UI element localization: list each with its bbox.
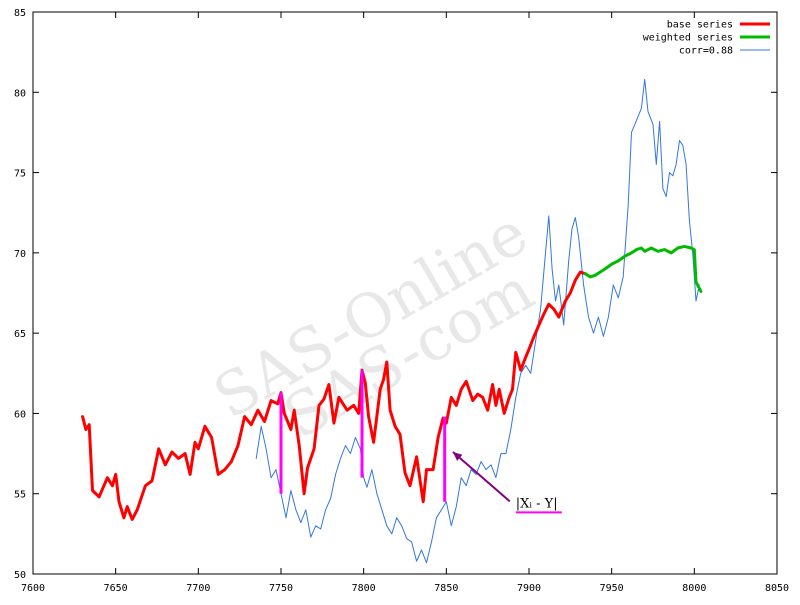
- annotation: |Xᵢ - Y|: [452, 451, 562, 514]
- y-tick-label: 65: [14, 329, 26, 340]
- plot-frame: [32, 11, 778, 575]
- x-tick-label: 7700: [186, 583, 210, 594]
- x-axis: 7600 7650 7700 7750 7800 7850 7900 7950 8000 8050: [21, 12, 789, 594]
- x-tick-label: 7650: [104, 583, 128, 594]
- series-line-1: [583, 244, 703, 293]
- legend-label-0: base series: [667, 20, 733, 31]
- y-tick-label: 75: [14, 169, 26, 180]
- legend: base series weighted series corr=0.88: [643, 20, 770, 57]
- y-tick-label: 70: [14, 249, 26, 260]
- y-tick-label: 60: [14, 409, 26, 420]
- legend-label-1: weighted series: [643, 33, 733, 44]
- y-tick-label: 50: [14, 570, 26, 581]
- annotation-arrow-head: [452, 451, 463, 461]
- x-tick-label: 7950: [600, 583, 624, 594]
- x-tick-label: 7900: [517, 583, 541, 594]
- legend-label-2: corr=0.88: [679, 46, 733, 57]
- y-tick-label: 55: [14, 490, 26, 501]
- x-tick-label: 7800: [352, 583, 376, 594]
- series-layer: [81, 78, 703, 564]
- series-line-0: [81, 270, 587, 521]
- y-axis: 50 55 60 65 70 75 80 85: [14, 8, 777, 581]
- y-tick-label: 85: [14, 8, 26, 19]
- series-line-2: [255, 78, 700, 564]
- annotation-arrow-shaft: [452, 451, 511, 503]
- x-tick-label: 8000: [682, 583, 706, 594]
- x-tick-label: 7850: [434, 583, 458, 594]
- y-tick-label: 80: [14, 88, 26, 99]
- annotation-label: |Xᵢ - Y|: [516, 496, 558, 511]
- x-tick-label: 7750: [269, 583, 293, 594]
- difference-markers: [279, 370, 447, 502]
- x-tick-label: 8050: [765, 583, 789, 594]
- x-tick-label: 7600: [21, 583, 45, 594]
